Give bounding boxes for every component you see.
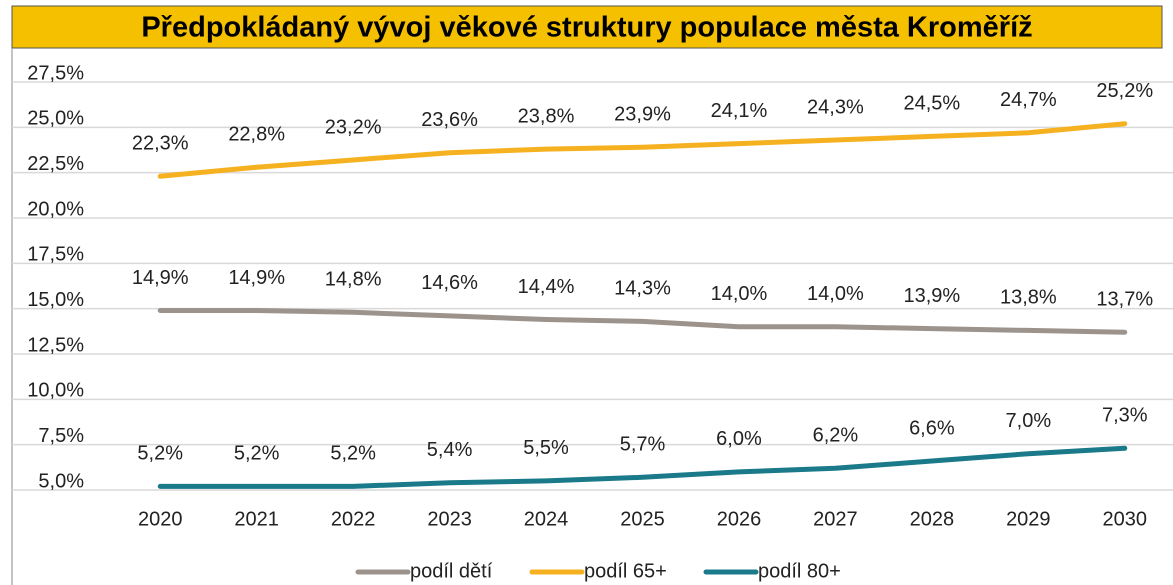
legend-label: podíl dětí: [410, 560, 493, 582]
data-label: 5,4%: [427, 439, 473, 461]
x-tick-label: 2023: [427, 508, 472, 530]
legend-label: podíl 80+: [758, 560, 841, 582]
legend-label: podíl 65+: [584, 560, 667, 582]
x-tick-label: 2026: [717, 508, 762, 530]
x-tick-label: 2021: [234, 508, 279, 530]
data-label: 23,2%: [325, 116, 382, 138]
y-tick-label: 7,5%: [38, 425, 84, 447]
title-banner: [11, 5, 1163, 49]
x-tick-label: 2029: [1006, 508, 1051, 530]
data-label: 13,7%: [1096, 289, 1153, 311]
data-label: 14,4%: [518, 276, 575, 298]
data-label: 14,9%: [132, 267, 189, 289]
data-label: 25,2%: [1096, 80, 1153, 102]
series-line: [157, 307, 1128, 335]
x-tick-label: 2025: [620, 508, 665, 530]
data-label: 24,3%: [807, 96, 864, 118]
y-tick-label: 27,5%: [27, 62, 84, 84]
y-tick-label: 10,0%: [27, 380, 84, 402]
data-label: 14,0%: [807, 283, 864, 305]
data-label: 14,6%: [421, 272, 478, 294]
data-label: 23,9%: [614, 104, 671, 126]
y-tick-label: 25,0%: [27, 108, 84, 130]
x-tick-label: 2028: [910, 508, 955, 530]
chart-title: Předpokládaný vývoj věkové struktury pop…: [141, 12, 1032, 44]
data-label: 14,8%: [325, 269, 382, 291]
data-label: 5,7%: [620, 434, 666, 456]
x-tick-label: 2024: [524, 508, 569, 530]
y-tick-label: 5,0%: [38, 470, 84, 492]
data-label: 13,8%: [1000, 287, 1057, 309]
data-label: 7,0%: [1006, 410, 1052, 432]
x-tick-label: 2020: [138, 508, 183, 530]
data-label: 7,3%: [1102, 405, 1148, 427]
data-label: 24,1%: [711, 100, 768, 122]
y-tick-label: 17,5%: [27, 244, 84, 266]
data-label: 5,2%: [234, 443, 280, 465]
data-label: 23,8%: [518, 105, 575, 127]
data-label: 6,2%: [813, 425, 859, 447]
y-tick-label: 20,0%: [27, 198, 84, 220]
x-tick-label: 2022: [331, 508, 376, 530]
data-label: 6,0%: [716, 428, 762, 450]
x-tick-label: 2027: [813, 508, 858, 530]
y-tick-label: 22,5%: [27, 153, 84, 175]
data-label: 22,3%: [132, 133, 189, 155]
data-label: 22,8%: [228, 124, 285, 146]
data-label: 5,5%: [523, 437, 569, 459]
data-label: 23,6%: [421, 109, 478, 131]
series-line: [157, 445, 1128, 489]
data-label: 14,9%: [228, 267, 285, 289]
data-label: 24,7%: [1000, 89, 1057, 111]
data-label: 5,2%: [330, 443, 376, 465]
data-label: 5,2%: [137, 443, 183, 465]
data-label: 13,9%: [904, 285, 961, 307]
data-label: 6,6%: [909, 417, 955, 439]
data-label: 14,3%: [614, 278, 671, 300]
series-line: [157, 121, 1128, 179]
y-tick-label: 15,0%: [27, 289, 84, 311]
x-tick-label: 2030: [1103, 508, 1148, 530]
y-tick-label: 12,5%: [27, 334, 84, 356]
data-label: 14,0%: [711, 283, 768, 305]
data-label: 24,5%: [904, 93, 961, 115]
